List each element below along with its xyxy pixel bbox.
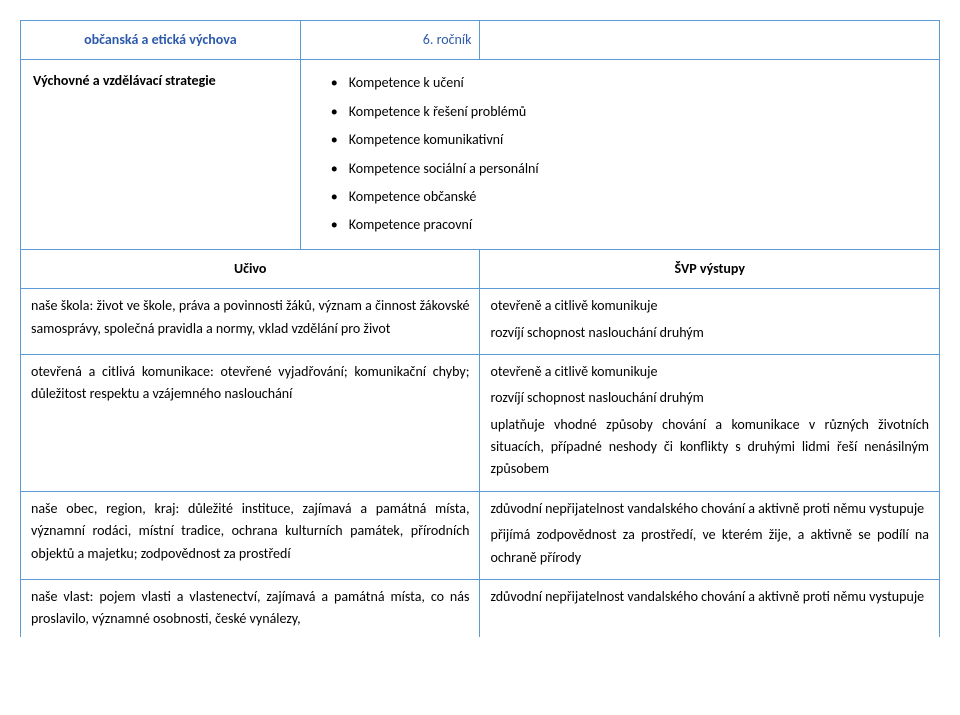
list-item: Kompetence občanské bbox=[331, 186, 909, 208]
output-line: uplatňuje vhodné způsoby chování a komun… bbox=[490, 414, 929, 481]
output-line: zdůvodní nepřijatelnost vandalského chov… bbox=[490, 586, 929, 608]
strategies-list: Kompetence k učení Kompetence k řešení p… bbox=[331, 72, 909, 236]
vystupy-cell: otevřeně a citlivě komunikuje rozvíjí sc… bbox=[480, 289, 940, 355]
grade-cell: 6. ročník bbox=[300, 21, 480, 60]
output-line: otevřeně a citlivě komunikuje bbox=[490, 361, 929, 383]
ucivo-cell: naše vlast: pojem vlasti a vlastenectví,… bbox=[21, 580, 480, 637]
curriculum-table: občanská a etická výchova 6. ročník Vých… bbox=[20, 20, 940, 637]
output-line: zdůvodní nepřijatelnost vandalského chov… bbox=[490, 498, 929, 520]
ucivo-cell: naše obec, region, kraj: důležité instit… bbox=[21, 491, 480, 579]
output-line: přijímá zodpovědnost za prostředí, ve kt… bbox=[490, 524, 929, 569]
header-spacer bbox=[480, 21, 940, 60]
output-line: rozvíjí schopnost naslouchání druhým bbox=[490, 387, 929, 409]
vystupy-cell: zdůvodní nepřijatelnost vandalského chov… bbox=[480, 580, 940, 637]
list-item: Kompetence sociální a personální bbox=[331, 158, 909, 180]
vystupy-cell: zdůvodní nepřijatelnost vandalského chov… bbox=[480, 491, 940, 579]
subject-cell: občanská a etická výchova bbox=[21, 21, 301, 60]
list-item: Kompetence komunikativní bbox=[331, 129, 909, 151]
column-header-left: Učivo bbox=[21, 249, 480, 288]
ucivo-cell: naše škola: život ve škole, práva a povi… bbox=[21, 289, 480, 355]
output-line: otevřeně a citlivě komunikuje bbox=[490, 295, 929, 317]
output-line: rozvíjí schopnost naslouchání druhým bbox=[490, 322, 929, 344]
table-row: naše obec, region, kraj: důležité instit… bbox=[21, 491, 940, 579]
strategies-label: Výchovné a vzdělávací strategie bbox=[21, 60, 301, 249]
list-item: Kompetence k učení bbox=[331, 72, 909, 94]
table-row: otevřená a citlivá komunikace: otevřené … bbox=[21, 354, 940, 491]
list-item: Kompetence k řešení problémů bbox=[331, 101, 909, 123]
table-row: naše vlast: pojem vlasti a vlastenectví,… bbox=[21, 580, 940, 637]
vystupy-cell: otevřeně a citlivě komunikuje rozvíjí sc… bbox=[480, 354, 940, 491]
list-item: Kompetence pracovní bbox=[331, 214, 909, 236]
column-header-right: ŠVP výstupy bbox=[480, 249, 940, 288]
ucivo-cell: otevřená a citlivá komunikace: otevřené … bbox=[21, 354, 480, 491]
table-row: naše škola: život ve škole, práva a povi… bbox=[21, 289, 940, 355]
strategies-list-cell: Kompetence k učení Kompetence k řešení p… bbox=[300, 60, 939, 249]
